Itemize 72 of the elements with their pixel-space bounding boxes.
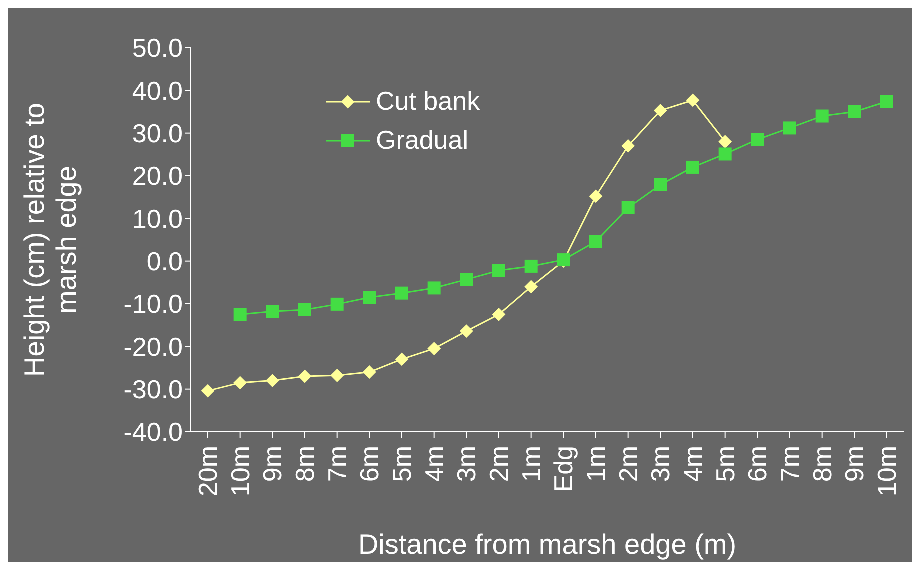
point [816, 110, 829, 123]
point [686, 160, 700, 174]
point [428, 282, 441, 295]
y-axis-title: Height (cm) relative to marsh edge [19, 103, 82, 377]
point [524, 280, 538, 294]
y-tick-label: -40.0 [124, 417, 183, 448]
x-tick-label: 2m [484, 446, 514, 482]
point [654, 104, 668, 118]
point [298, 303, 312, 316]
point [590, 235, 602, 248]
point [654, 178, 668, 192]
y-tick-label: 50.0 [132, 33, 183, 64]
x-tick-label: 7m [322, 446, 352, 482]
point [330, 298, 344, 311]
point [428, 342, 441, 356]
x-tick-label: 4m [419, 446, 450, 482]
point [686, 94, 700, 107]
y-tick-label: 20.0 [132, 161, 183, 192]
x-tick-label: 6m [354, 446, 385, 482]
point [622, 202, 635, 214]
point [396, 286, 408, 300]
x-tick-label: 5m [710, 446, 740, 482]
point [718, 135, 732, 148]
point [460, 273, 474, 286]
x-tick-label: 3m [452, 446, 482, 482]
point [396, 352, 408, 366]
x-tick-label: 6m [742, 446, 773, 482]
point [266, 374, 280, 388]
y-tick-label: 0.0 [146, 246, 183, 277]
point [718, 148, 732, 161]
point [590, 190, 602, 203]
x-tick-label: 8m [290, 446, 320, 482]
y-tick-label: 10.0 [132, 204, 183, 234]
x-tick-label: 10m [872, 446, 902, 497]
x-tick-label: 1m [516, 446, 546, 482]
x-tick-label: 3m [646, 446, 676, 482]
point [880, 95, 894, 108]
point [298, 370, 312, 384]
point [492, 264, 506, 278]
point [266, 305, 280, 318]
point [363, 366, 376, 379]
point [234, 308, 247, 322]
x-tick-label: 5m [387, 446, 417, 482]
x-tick-label: 4m [678, 446, 708, 482]
x-tick-label: Edg [548, 446, 579, 492]
point [460, 324, 474, 338]
point [751, 133, 764, 146]
y-tick-label: 40.0 [132, 76, 183, 106]
point [202, 384, 214, 398]
x-tick-label: 7m [775, 446, 805, 482]
point [524, 260, 538, 273]
point [234, 376, 247, 390]
x-tick-label: 8m [807, 446, 838, 482]
point [622, 140, 635, 153]
point [492, 308, 506, 322]
x-tick-label: 9m [840, 446, 870, 482]
x-axis-title: Distance from marsh edge (m) [358, 529, 737, 560]
point [363, 291, 376, 304]
y-tick-label: -10.0 [124, 289, 183, 320]
x-tick-label: 10m [225, 446, 256, 497]
x-tick-label: 1m [581, 446, 611, 482]
legend-label: Cut bank [376, 86, 480, 117]
point [330, 369, 344, 382]
legend-label: Gradual [376, 125, 468, 156]
x-tick-label: 20m [193, 446, 223, 497]
x-tick-label: 9m [258, 446, 288, 482]
y-tick-label: -20.0 [124, 332, 183, 362]
y-tick-label: 30.0 [132, 118, 183, 149]
y-tick-label: -30.0 [124, 374, 183, 405]
point [848, 106, 862, 118]
x-tick-label: 2m [613, 446, 644, 482]
point [784, 122, 796, 135]
